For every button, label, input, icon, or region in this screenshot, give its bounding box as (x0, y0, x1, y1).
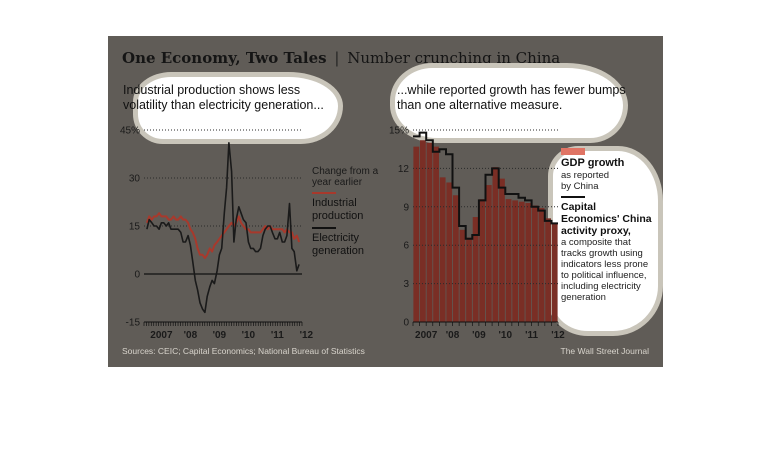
chart2-x-tick: '12 (551, 330, 565, 341)
industrial-swatch (312, 192, 336, 194)
chart2-y-tick: 3 (403, 279, 409, 290)
legend2-gdp-sub: as reported by China (561, 170, 610, 192)
gdp-bar (492, 167, 499, 322)
gdp-bar (532, 205, 538, 322)
gdp-bar (479, 199, 486, 322)
chart1-y-tick: 0 (134, 270, 140, 281)
gdp-bar (446, 182, 453, 322)
gdp-bar (413, 146, 420, 322)
highlight-blob-legend (553, 151, 658, 331)
chart-panel: One Economy, Two Tales | Number crunchin… (108, 36, 663, 367)
chart2-x-tick: '10 (499, 330, 513, 341)
gdp-bar (419, 140, 426, 322)
chart2-y-tick: 6 (403, 241, 409, 252)
chart1-y-tick: 45% (120, 126, 140, 137)
chart2-y-tick: 0 (403, 318, 409, 329)
chart1-x-tick: '12 (300, 330, 314, 341)
legend1-electricity: Electricity generation (312, 232, 364, 257)
plots-svg: 45%30150-152007'08'09'10'11'1215%1296302… (120, 126, 565, 342)
chart2-x-tick: 2007 (415, 330, 438, 341)
gdp-bar (512, 200, 519, 322)
chart-title: One Economy, Two Tales | Number crunchin… (122, 49, 560, 67)
gdp-bar (439, 177, 446, 322)
chart1-x-tick: '08 (184, 330, 198, 341)
chart1-x-tick: '10 (242, 330, 256, 341)
legend1-caption: Change from a year earlier (312, 166, 379, 188)
electricity-generation-line (146, 142, 300, 314)
chart1-x-tick: 2007 (150, 330, 173, 341)
gdp-swatch (561, 148, 585, 155)
credit-footer: The Wall Street Journal (560, 346, 650, 356)
chart2-x-tick: '09 (472, 330, 486, 341)
chart2-subtitle: ...while reported growth has fewer bumps… (397, 83, 626, 112)
legend1: Change from a year earlier Industrial pr… (312, 166, 392, 258)
chart1-x-tick: '11 (271, 330, 284, 341)
legend2-proxy-label: Capital Economics' China activity proxy, (561, 201, 652, 237)
legend1-industrial: Industrial production (312, 197, 364, 222)
gdp-bar (518, 201, 525, 322)
gdp-bar (433, 146, 439, 322)
legend2: GDP growth as reported by China Capital … (561, 148, 656, 303)
chart1-y-tick: -15 (126, 318, 141, 329)
title-bold: One Economy, Two Tales (122, 49, 327, 67)
chart1-y-tick: 30 (129, 174, 141, 185)
chart2-y-tick: 9 (403, 202, 409, 213)
chart2-x-tick: '11 (525, 330, 538, 341)
legend2-gdp-label: GDP growth (561, 157, 625, 169)
title-subtitle: Number crunching in China (347, 49, 561, 67)
gdp-bar (459, 229, 466, 322)
gdp-bar (499, 178, 505, 322)
sources-footer: Sources: CEIC; Capital Economics; Nation… (122, 346, 365, 356)
gdp-bar (452, 195, 459, 322)
highlight-blob-left (138, 77, 338, 139)
highlight-blob-right (395, 68, 623, 138)
proxy-swatch (561, 196, 585, 198)
chart2-y-tick: 15% (389, 126, 409, 137)
legend2-proxy-sub: a composite that tracks growth using ind… (561, 237, 649, 303)
title-separator: | (334, 49, 340, 67)
chart1-y-tick: 15 (129, 222, 141, 233)
chart1-subtitle: Industrial production shows less volatil… (123, 83, 324, 112)
gdp-bar (485, 185, 492, 322)
activity-proxy-line (413, 131, 558, 240)
gdp-bar (505, 199, 512, 322)
gdp-bar (525, 202, 532, 322)
gdp-bar (551, 223, 558, 322)
chart2-x-tick: '08 (446, 330, 460, 341)
gdp-bar (466, 237, 472, 322)
gdp-bar (538, 208, 545, 322)
gdp-bar (426, 142, 433, 322)
gdp-bar (545, 218, 552, 322)
electricity-swatch (312, 227, 336, 229)
chart1-x-tick: '09 (213, 330, 227, 341)
chart2-y-tick: 12 (398, 164, 410, 175)
gdp-bar (472, 217, 479, 322)
